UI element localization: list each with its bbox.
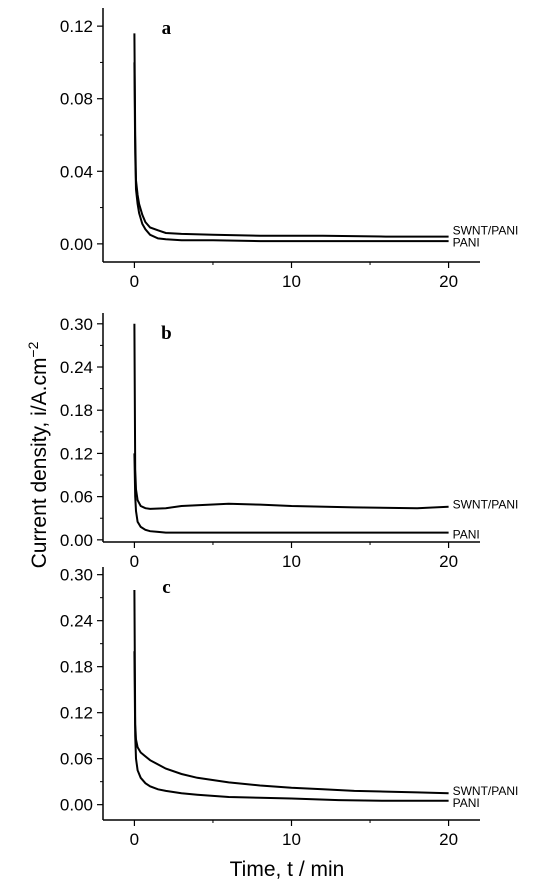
y-tick-label: 0.24 [60, 612, 93, 631]
series-label: SWNT/PANI [453, 224, 519, 238]
y-tick-label: 0.30 [60, 566, 93, 585]
chart-panel-c: 0.00 0.06 0.12 0.18 0.24 0.30 0 10 20 c SWNT/PANIP… [60, 566, 518, 849]
y-tick-label: 0.08 [60, 90, 93, 109]
series-line-swnt-pani [133, 323, 449, 510]
y-tick-label: 0.00 [60, 531, 93, 550]
x-tick-label: 10 [282, 552, 301, 571]
series-line-pani [133, 453, 449, 534]
panel-letter: a [162, 18, 172, 39]
series-label: SWNT/PANI [453, 784, 519, 798]
y-tick-label: 0.00 [60, 796, 93, 815]
series-line-pani [133, 651, 449, 802]
series-label: PANI [453, 528, 480, 542]
x-tick-label: 10 [282, 830, 301, 849]
y-axis-title: Current density, i/A.cm−2 [25, 341, 51, 568]
panel-letter: c [162, 577, 170, 598]
y-tick-label: 0.30 [60, 315, 93, 334]
x-tick-label: 20 [439, 272, 458, 291]
y-tick-label: 0.04 [60, 162, 93, 181]
x-tick-label: 0 [130, 830, 139, 849]
x-tick-label: 20 [439, 830, 458, 849]
x-tick-label: 0 [130, 272, 139, 291]
y-tick-label: 0.12 [60, 704, 93, 723]
panel-letter: b [161, 323, 172, 344]
y-tick-label: 0.00 [60, 235, 93, 254]
y-tick-label: 0.06 [60, 750, 93, 769]
series-line-swnt-pani [133, 33, 449, 238]
series-label: SWNT/PANI [453, 498, 519, 512]
series-label: PANI [453, 236, 480, 250]
series-line-pani [133, 62, 449, 243]
series-line-swnt-pani [133, 589, 449, 795]
y-tick-label: 0.18 [60, 658, 93, 677]
x-tick-label: 0 [130, 552, 139, 571]
y-tick-label: 0.12 [60, 444, 93, 463]
y-tick-label: 0.24 [60, 358, 93, 377]
chart-panel-b: 0.00 0.06 0.12 0.18 0.24 0.30 0 10 20 b SWNT/PANI P… [60, 313, 518, 571]
y-tick-label: 0.18 [60, 401, 93, 420]
y-tick-label: 0.12 [60, 17, 93, 36]
x-axis-title: Time, t / min [230, 858, 345, 881]
x-tick-label: 20 [439, 552, 458, 571]
series-label: PANI [453, 796, 480, 810]
y-axis-title-text: Current density, i/A.cm [28, 358, 51, 569]
x-tick-label: 10 [282, 272, 301, 291]
y-tick-label: 0.06 [60, 488, 93, 507]
y-axis-title-superscript: −2 [25, 341, 41, 357]
